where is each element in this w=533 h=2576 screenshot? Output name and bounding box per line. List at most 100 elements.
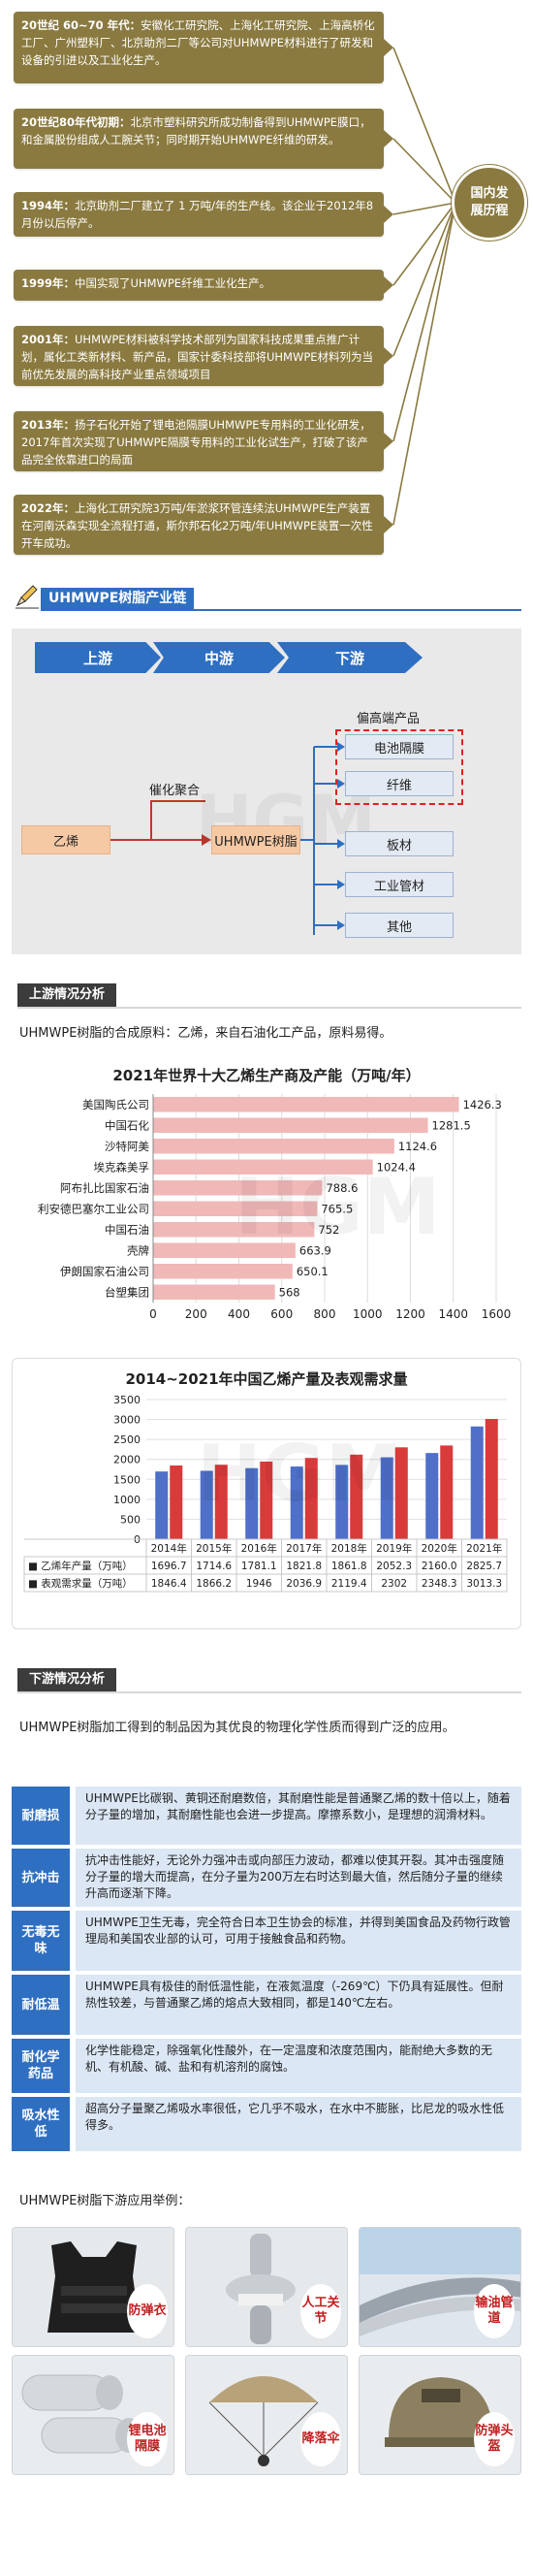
data-label: 752: [318, 1223, 339, 1237]
property-label: 无毒无味: [12, 1911, 70, 1971]
industry-chain-diagram: HGM 上游 中游 下游 催化聚合 偏高端产品 乙烯 UHMWPE树脂 电池隔膜…: [12, 628, 521, 954]
table-value: 2348.3: [422, 1578, 457, 1590]
timeline-year: 20世纪80年代初期：: [21, 115, 131, 129]
applications-title: UHMWPE树脂下游应用举例：: [19, 2194, 191, 2208]
timeline-center-circle: 国内发展历程: [452, 165, 527, 241]
property-row-low-temp: 耐低温 UHMWPE具有极佳的耐低温性能，在液氮温度（-269℃）下仍具有延展性…: [12, 1975, 521, 2035]
app-label: 锂电池隔膜: [127, 2412, 168, 2466]
timeline-arrow: [384, 130, 393, 147]
property-label: 耐磨损: [12, 1787, 70, 1845]
midstream-resin-box: UHMWPE树脂: [211, 825, 300, 854]
property-text: UHMWPE具有极佳的耐低温性能，在液氮温度（-269℃）下仍具有延展性。但耐热…: [76, 1975, 521, 2035]
timeline-year: 2001年：: [21, 333, 76, 346]
category-label: 伊朗国家石油公司: [60, 1265, 149, 1278]
process-label: 催化聚合: [149, 784, 201, 798]
table-value: 1714.6: [196, 1561, 232, 1572]
bar: [153, 1139, 394, 1154]
stage-label: 中游: [204, 649, 234, 667]
category-label: 台塑集团: [105, 1286, 149, 1300]
stage-downstream: 下游: [277, 642, 423, 673]
timeline-item-6: 2013年：扬子石化开始了锂电池隔膜UHMWPE专用料的工业化研发，2017年首…: [14, 411, 384, 471]
timeline-connector: [392, 47, 456, 204]
timeline-text: 上海化工研究院3万吨/年淤浆环管连续法UHMWPE生产装置在河南沃森实现全流程打…: [21, 501, 373, 550]
timeline-arrow: [384, 516, 393, 533]
ethylene-producers-chart: 2021年世界十大乙烯生产商及产能（万吨/年） 0 200 400 600 800 100…: [12, 1059, 521, 1340]
y-tick-label: 3000: [113, 1414, 141, 1427]
high-end-label: 偏高端产品: [357, 712, 421, 726]
app-label: 防弹衣: [127, 2284, 168, 2338]
bar: [153, 1180, 323, 1196]
y-tick-label: 2000: [113, 1454, 141, 1466]
x-tick-label: 1200: [395, 1307, 425, 1321]
stage-label: 上游: [82, 649, 112, 667]
node-label: UHMWPE树脂: [214, 834, 298, 850]
timeline-item-3: 1994年：北京助剂二厂建立了 1 万吨/年的生产线。该企业于2012年8月份以…: [14, 192, 384, 237]
product-sheet: 板材: [345, 831, 454, 856]
category-label: 2017年: [286, 1542, 322, 1555]
category-label: 2015年: [196, 1542, 232, 1555]
bar: [394, 1447, 408, 1539]
product-other: 其他: [345, 913, 454, 938]
bar: [214, 1465, 228, 1539]
table-value: 1846.4: [151, 1578, 187, 1590]
pencil-icon: [16, 585, 39, 609]
table-value: 2036.9: [286, 1578, 322, 1590]
x-tick-label: 200: [185, 1307, 207, 1321]
timeline-year: 2022年：: [21, 501, 76, 515]
bar: [170, 1465, 183, 1539]
section-underline: [41, 609, 521, 611]
category-label: 2021年: [466, 1542, 502, 1555]
downstream-description: UHMWPE树脂加工得到的制品因为其优良的物理化学性质而得到广泛的应用。: [19, 1721, 455, 1735]
timeline-year: 1994年：: [21, 199, 76, 212]
bar: [153, 1264, 293, 1279]
data-label: 1281.5: [432, 1119, 471, 1133]
data-label: 663.9: [299, 1244, 331, 1258]
node-label: 乙烯: [52, 834, 78, 850]
timeline-item-4: 1999年：中国实现了UHMWPE纤维工业化生产。: [14, 270, 384, 301]
bar: [153, 1117, 428, 1133]
node-label: 纤维: [386, 778, 412, 793]
timeline-text: 安徽化工研究院、上海化工研究院、上海高桥化工厂、广州塑料厂、北京助剂二厂等公司对…: [21, 18, 375, 67]
node-label: 板材: [386, 838, 412, 853]
x-tick-label: 1600: [482, 1307, 512, 1321]
bar: [155, 1471, 169, 1539]
timeline-center-label: 国内发展历程: [470, 186, 509, 218]
node-label: 其他: [386, 919, 412, 935]
timeline-connector: [392, 138, 456, 204]
category-label: 阿布扎比国家石油: [60, 1181, 149, 1195]
data-label: 568: [279, 1286, 300, 1300]
timeline-arrow: [384, 206, 393, 223]
node-label: 工业管材: [373, 879, 424, 894]
timeline-year: 2013年：: [21, 418, 76, 432]
table-value: 1946: [246, 1578, 272, 1590]
property-row-chemical: 耐化学药品 化学性能稳定，除强氧化性酸外，在一定温度和浓度范围内，能耐绝大多数的…: [12, 2039, 521, 2093]
timeline-connector: [392, 202, 456, 357]
property-row-water-absorption: 吸水性低 超高分子量聚乙烯吸水率很低，它几乎不吸水，在水中不膨胀，比尼龙的吸水性…: [12, 2097, 521, 2151]
y-tick-label: 1500: [113, 1473, 141, 1486]
y-tick-label: 3500: [113, 1394, 141, 1406]
x-tick-label: 0: [149, 1307, 157, 1321]
category-label: 2019年: [376, 1542, 412, 1555]
product-battery-separator: 电池隔膜: [345, 734, 454, 759]
app-label: 防弹头盔: [474, 2412, 515, 2466]
category-label: 美国陶氏公司: [82, 1098, 149, 1111]
watermark: HGM: [197, 1429, 402, 1519]
category-label: 壳牌: [127, 1244, 149, 1258]
app-card-helmet: 防弹头盔: [359, 2355, 521, 2475]
table-value: 3013.3: [466, 1578, 502, 1590]
bar: [153, 1242, 296, 1258]
table-value: 1696.7: [151, 1561, 187, 1572]
property-row-wear: 耐磨损 UHMWPE比碳钢、黄铜还耐磨数倍，其耐磨性能是普通聚乙烯的数十倍以上，…: [12, 1787, 521, 1845]
table-value: 2052.3: [376, 1561, 412, 1572]
property-label: 抗冲击: [12, 1849, 70, 1907]
ethylene-producers-plot: 0 200 400 600 800 1000 1200 1400 1600 美国陶氏公司 1426.…: [38, 1094, 512, 1321]
product-fiber: 纤维: [345, 771, 454, 796]
property-row-impact: 抗冲击 抗冲击性能好，无论外力强冲击或向部压力波动，都难以使其开裂。其冲击强度随…: [12, 1849, 521, 1907]
bar: [153, 1097, 459, 1112]
timeline-connector: [392, 202, 456, 442]
upstream-section-title: 上游情况分析: [17, 983, 117, 1007]
app-card-artificial-joint: 人工关节: [185, 2227, 348, 2347]
timeline-text: UHMWPE材料被科学技术部列为国家科技成果重点推广计划，属化工类新材料、新产品…: [21, 333, 374, 381]
category-label: 利安德巴塞尔工业公司: [38, 1203, 149, 1216]
timeline-connector: [392, 202, 456, 215]
